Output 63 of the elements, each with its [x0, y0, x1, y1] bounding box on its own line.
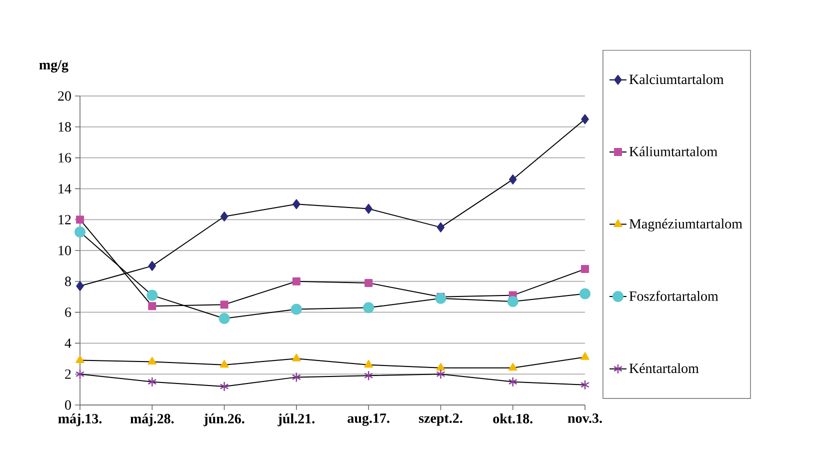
point [507, 296, 518, 307]
point [292, 277, 300, 286]
point [220, 360, 229, 368]
point [292, 372, 301, 382]
x-tick-label: okt.18. [493, 414, 532, 424]
point [290, 304, 302, 315]
point [220, 212, 228, 222]
point [292, 354, 301, 362]
y-tick-label: 2 [65, 369, 71, 379]
point [581, 114, 589, 124]
point [508, 174, 517, 184]
x-tick-label: nov.3. [568, 414, 602, 423]
y-tick-label: 14 [58, 184, 72, 194]
x-tick-label: máj.28. [130, 414, 174, 426]
point [508, 376, 518, 387]
point [148, 356, 157, 364]
point [292, 199, 300, 210]
point [146, 290, 158, 301]
point [579, 288, 590, 300]
legend-label: Kéntartalom [629, 363, 699, 374]
point [218, 312, 230, 324]
point [76, 355, 84, 363]
y-tick-label: 20 [58, 91, 71, 101]
y-axis-title: mg/g [39, 60, 68, 72]
y-tick-label: 12 [58, 214, 71, 224]
point [436, 362, 446, 371]
point [220, 381, 229, 392]
point [148, 260, 156, 271]
y-tick-label: 0 [65, 400, 71, 410]
point [364, 360, 373, 368]
point [364, 370, 374, 381]
point [580, 265, 589, 274]
legend-label: Káliumtartalom [629, 146, 718, 156]
point [148, 376, 157, 387]
point [364, 278, 373, 287]
legend-label: Kalciumtartalom [629, 74, 724, 84]
point [508, 362, 518, 371]
point [220, 300, 228, 309]
y-tick-label: 16 [58, 153, 72, 163]
point [364, 204, 372, 214]
y-tick-label: 10 [58, 246, 71, 256]
x-tick-label: máj.13. [58, 414, 102, 426]
point [74, 226, 86, 238]
point [580, 352, 590, 360]
x-tick-label: aug.17. [348, 414, 390, 426]
x-tick-label: szept.2. [418, 414, 462, 426]
y-tick-label: 6 [65, 308, 72, 318]
point [363, 302, 374, 314]
x-tick-label: júl.21. [278, 414, 314, 426]
point [580, 380, 590, 390]
y-tick-label: 4 [64, 338, 72, 348]
point [436, 222, 445, 232]
legend-label: Magnéziumtartalom [629, 218, 742, 232]
legend-label: Foszfortartalom [629, 290, 718, 301]
point [76, 369, 84, 380]
point [76, 281, 84, 292]
point [76, 216, 84, 224]
y-tick-label: 18 [58, 122, 71, 132]
point [436, 369, 446, 380]
y-tick-label: 8 [65, 276, 71, 286]
point [148, 302, 156, 310]
x-tick-label: jún.26. [204, 414, 244, 426]
point [435, 292, 446, 304]
